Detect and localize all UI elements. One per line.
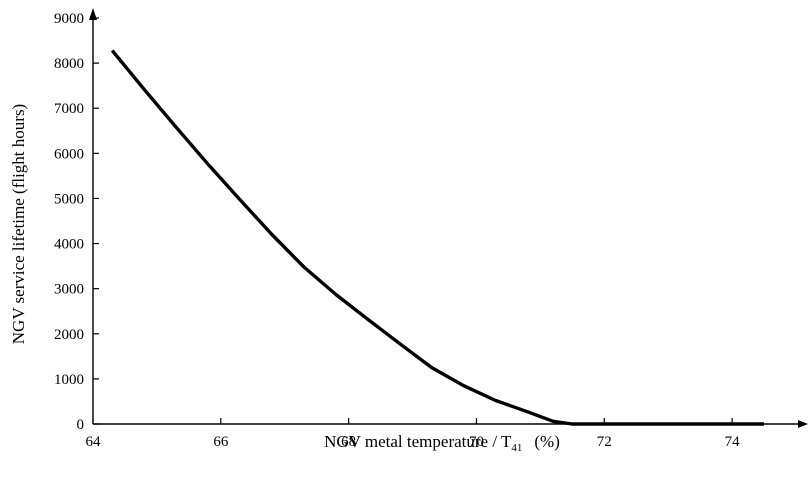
y-tick-label: 6000	[54, 146, 84, 162]
y-tick-label: 8000	[54, 56, 84, 72]
x-axis-title-unit: (%)	[534, 432, 559, 451]
series-group	[110, 49, 764, 426]
x-axis-title-main: NGV metal temperature / T	[324, 432, 512, 451]
x-tick-label: 74	[725, 434, 741, 450]
x-axis-title: NGV metal temperature / T41 (%)	[324, 432, 560, 454]
x-axis-arrow	[798, 420, 808, 428]
y-tick-label: 2000	[54, 327, 84, 343]
x-tick-label: 72	[597, 434, 612, 450]
y-tick-label: 9000	[54, 11, 84, 27]
y-tick-label: 3000	[54, 282, 84, 298]
x-tick-label: 68	[341, 434, 356, 450]
series-line	[110, 49, 764, 426]
y-tick-label: 7000	[54, 101, 84, 117]
y-axis-title: NGV service lifetime (flight hours)	[9, 104, 28, 344]
x-axis-title-subscript: 41	[511, 442, 522, 454]
x-tick-label: 64	[86, 434, 102, 450]
y-tick-label: 4000	[54, 237, 84, 253]
x-tick-label: 66	[213, 434, 229, 450]
y-axis: 0 1000 2000 3000 4000 5000 6000 7000 8000 9000	[54, 8, 99, 433]
y-tick-label: 1000	[54, 372, 84, 388]
y-axis-arrow	[89, 8, 97, 20]
y-tick-label: 5000	[54, 191, 84, 207]
x-tick-label: 70	[469, 434, 484, 450]
y-tick-label: 0	[77, 417, 85, 433]
